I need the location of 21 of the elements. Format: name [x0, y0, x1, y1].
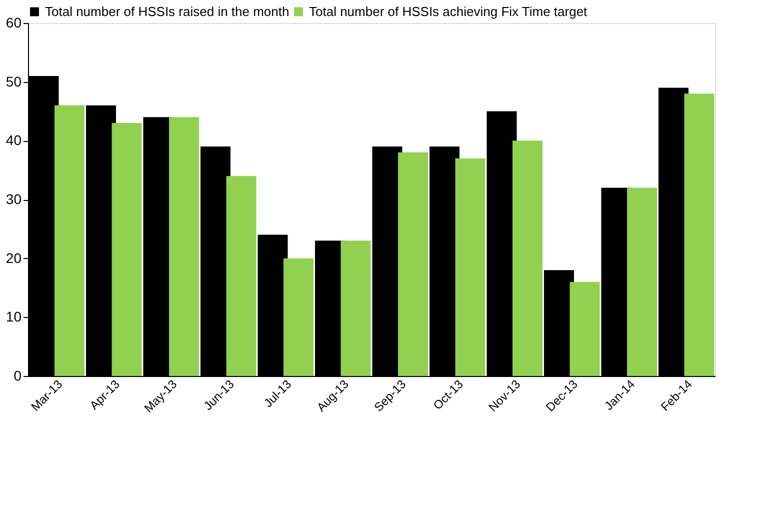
bar — [169, 117, 200, 376]
bar — [284, 258, 314, 376]
y-tick-label: 60 — [6, 14, 22, 30]
bar — [340, 240, 371, 376]
bar — [455, 158, 486, 376]
bar — [684, 94, 714, 376]
bar — [226, 176, 256, 376]
legend-label: Total number of HSSIs achieving Fix Time target — [309, 4, 588, 19]
y-tick-label: 30 — [6, 191, 22, 207]
y-tick-label: 20 — [6, 250, 22, 266]
bar — [54, 105, 85, 376]
y-tick-label: 50 — [6, 73, 22, 90]
bar — [398, 152, 428, 376]
bar — [570, 282, 600, 376]
bar — [512, 140, 543, 376]
bar — [112, 123, 142, 376]
y-tick-label: 40 — [6, 132, 22, 148]
y-tick-label: 10 — [6, 308, 22, 325]
bar — [627, 188, 658, 376]
y-tick-label: 0 — [14, 368, 22, 384]
legend-label: Total number of HSSIs raised in the month — [45, 4, 290, 19]
